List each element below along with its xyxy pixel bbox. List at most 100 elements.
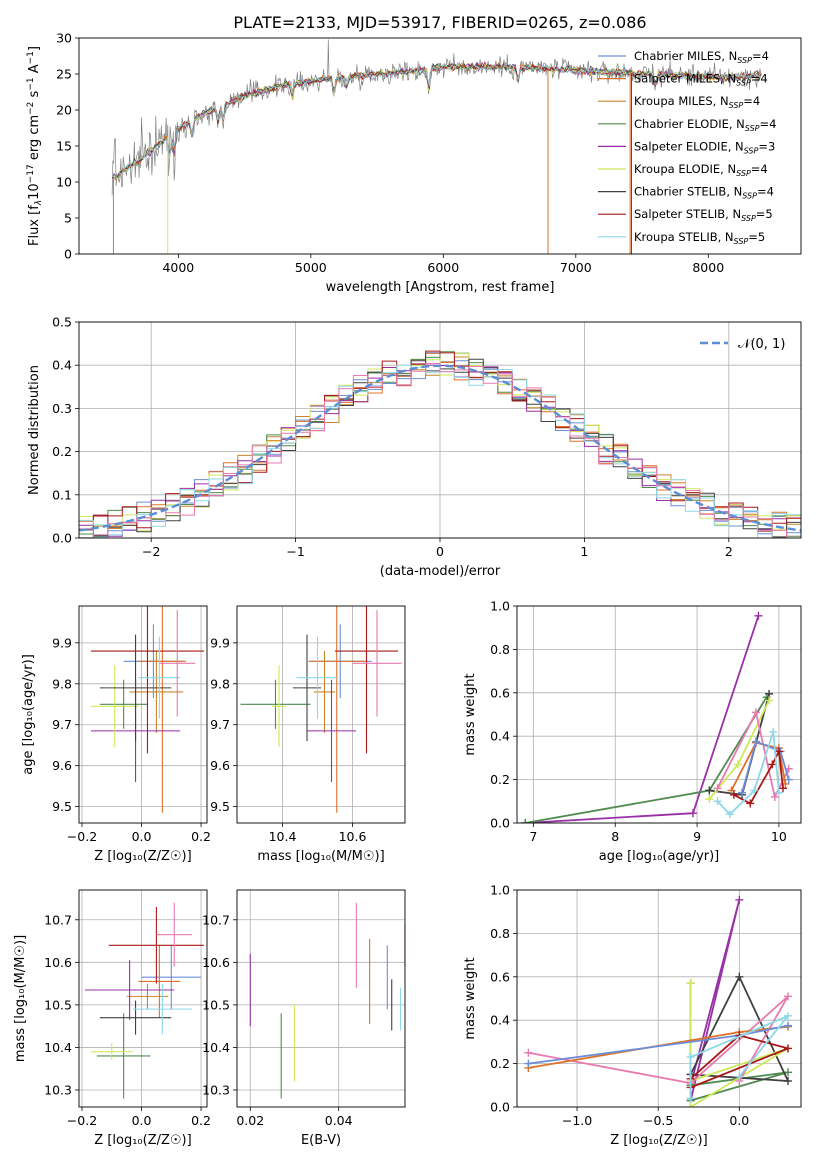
mass-weight-marker bbox=[686, 979, 695, 988]
y-axis-label: age [log₁₀(age/yr)] bbox=[21, 654, 36, 775]
x-tick-label: 7 bbox=[529, 829, 537, 844]
mass-weight-marker bbox=[521, 819, 530, 823]
x-tick-label: 8000 bbox=[692, 260, 724, 275]
x-axis-label: E(B-V) bbox=[301, 1133, 341, 1148]
age_vs_mass-points bbox=[240, 606, 402, 813]
mass-weight-marker bbox=[733, 760, 742, 769]
y-tick-label: 0.2 bbox=[490, 1056, 510, 1071]
y-tick-label: 9.9 bbox=[52, 635, 72, 650]
mass-weight-marker bbox=[751, 737, 760, 746]
mass-weight-marker bbox=[735, 895, 744, 904]
mass-weight-marker bbox=[784, 1044, 793, 1053]
x-tick-label: 1 bbox=[580, 544, 588, 559]
y-tick-label: 10.5 bbox=[44, 997, 72, 1012]
mass_vs_Z-frame bbox=[78, 889, 208, 1108]
mass_vs_Z-axes: −0.2 0.0 0.2 10.3 10.4 10.5 10.6 10.7 Z [log₁₀(Z… bbox=[13, 890, 211, 1148]
x-tick-label: −0.5 bbox=[643, 1113, 673, 1128]
mass-weight-marker bbox=[784, 1011, 793, 1020]
mass-weight-marker bbox=[778, 784, 787, 793]
y-tick-label: 0.6 bbox=[490, 685, 510, 700]
x-tick-label: 0.0 bbox=[132, 1113, 152, 1128]
y-tick-label: 0.2 bbox=[490, 772, 510, 787]
x-tick-label: 0.04 bbox=[325, 1113, 353, 1128]
y-axis-label: mass weight bbox=[463, 957, 478, 1039]
y-tick-label: 9.9 bbox=[210, 635, 230, 650]
residual-histogram-salpeter-miles bbox=[79, 352, 801, 527]
mass-weight-marker bbox=[713, 784, 722, 793]
mass-weight-marker bbox=[729, 790, 738, 799]
x-tick-label: 0.02 bbox=[236, 1113, 264, 1128]
legend-label: Salpeter ELODIE, NSSP=3 bbox=[634, 139, 775, 155]
residual-histograms bbox=[79, 350, 801, 538]
spectrum-axes: 4000 5000 6000 7000 8000 0 5 10 15 20 25 30 waveleng… bbox=[56, 31, 724, 296]
x-tick-label: 2 bbox=[725, 544, 733, 559]
x-axis-label: Z [log₁₀(Z/Z☉)] bbox=[94, 1133, 191, 1148]
mass-weight-marker bbox=[735, 972, 744, 981]
mass_vs_EBV-points bbox=[249, 902, 405, 1099]
mass_weight_vs_Z-series bbox=[524, 895, 793, 1107]
y-tick-label: 9.7 bbox=[52, 717, 72, 732]
legend-label: Salpeter MILES, NSSP=4 bbox=[634, 72, 768, 88]
y-tick-label: 1.0 bbox=[490, 883, 510, 898]
x-tick-label: −1.0 bbox=[562, 1113, 592, 1128]
mass-weight-marker bbox=[738, 788, 747, 797]
y-tick-label: 0.4 bbox=[490, 729, 510, 744]
mass_weight_vs_age-axes: 7 8 9 10 0.0 0.2 0.4 0.6 0.8 1.0 age [log₁₀(age/yr… bbox=[463, 599, 801, 864]
x-axis-label: Z [log₁₀(Z/Z☉)] bbox=[610, 1133, 707, 1148]
y-axis-label: Flux [fλ10−17 erg cm−2 s−1 A−1] bbox=[26, 46, 44, 246]
y-tick-label: 0 bbox=[64, 247, 72, 262]
mass-weight-marker bbox=[784, 992, 793, 1001]
residuals-axes: −2 −1 0 1 2 0.0 0.1 0.2 0.3 0.4 0.5 (data-model)/er… bbox=[27, 315, 801, 579]
y-tick-label: 0.3 bbox=[52, 401, 72, 416]
y-tick-label: 10.6 bbox=[202, 955, 230, 970]
mass_vs_Z-grid bbox=[79, 890, 207, 1107]
x-tick-label: −2 bbox=[142, 544, 160, 559]
age_vs_Z-grid bbox=[79, 606, 207, 823]
y-tick-label: 0.8 bbox=[490, 926, 510, 941]
y-tick-label: 10.3 bbox=[202, 1082, 230, 1097]
x-tick-label: 9 bbox=[693, 829, 701, 844]
mass_vs_Z-points bbox=[84, 902, 205, 1099]
mass-weight-marker bbox=[751, 708, 760, 717]
mass-weight-marker bbox=[750, 786, 759, 795]
x-axis-label: wavelength [Angstrom, rest frame] bbox=[326, 280, 555, 295]
mass-weight-marker bbox=[524, 1048, 533, 1057]
y-tick-label: 0.0 bbox=[490, 816, 510, 831]
mass-weight-marker bbox=[765, 696, 774, 705]
mass-weight-marker bbox=[769, 727, 778, 736]
spectrum-legend: Chabrier MILES, NSSP=4 Salpeter MILES, NS… bbox=[598, 49, 776, 246]
mass_weight_vs_Z-frame bbox=[516, 889, 802, 1108]
mass-weight-marker bbox=[768, 760, 777, 769]
y-tick-label: 10.7 bbox=[44, 912, 72, 927]
x-tick-label: 10.4 bbox=[269, 829, 297, 844]
x-tick-label: 6000 bbox=[427, 260, 459, 275]
mass-weight-marker bbox=[770, 792, 779, 801]
y-tick-label: 0.4 bbox=[52, 358, 72, 373]
x-tick-label: 10.6 bbox=[339, 829, 367, 844]
y-tick-label: 0.5 bbox=[52, 315, 72, 330]
x-tick-label: 0.2 bbox=[191, 1113, 211, 1128]
mass_weight_vs_Z-grid bbox=[517, 889, 801, 1108]
y-tick-label: 5 bbox=[64, 211, 72, 226]
mass-weight-marker bbox=[784, 1076, 793, 1085]
mass-weight-marker bbox=[784, 1021, 793, 1030]
mass_vs_EBV-grid bbox=[237, 890, 405, 1107]
mass_weight_vs_age-frame bbox=[516, 605, 802, 824]
mass-weight-line-salpeter-stelib bbox=[690, 1034, 791, 1089]
y-axis-label: mass [log₁₀(M/M☉)] bbox=[13, 935, 28, 1062]
x-tick-label: 7000 bbox=[560, 260, 592, 275]
mass-weight-line-pink bbox=[528, 995, 789, 1085]
legend-label: Chabrier MILES, NSSP=4 bbox=[634, 49, 769, 65]
residual-histogram-salpeter-stelib bbox=[79, 350, 801, 532]
y-tick-label: 0.0 bbox=[52, 531, 72, 546]
mass-weight-marker bbox=[727, 786, 736, 795]
age_vs_Z-frame bbox=[78, 605, 208, 824]
age_vs_mass-frame bbox=[236, 605, 406, 824]
x-axis-label: age [log₁₀(age/yr)] bbox=[599, 849, 720, 864]
residuals-frame bbox=[78, 321, 802, 539]
y-tick-label: 0.0 bbox=[490, 1100, 510, 1115]
y-tick-label: 30 bbox=[56, 31, 72, 46]
mass-weight-marker bbox=[725, 810, 734, 819]
mass-weight-line-chabrier-elodie bbox=[525, 696, 768, 823]
normal-curve-line bbox=[79, 364, 801, 532]
